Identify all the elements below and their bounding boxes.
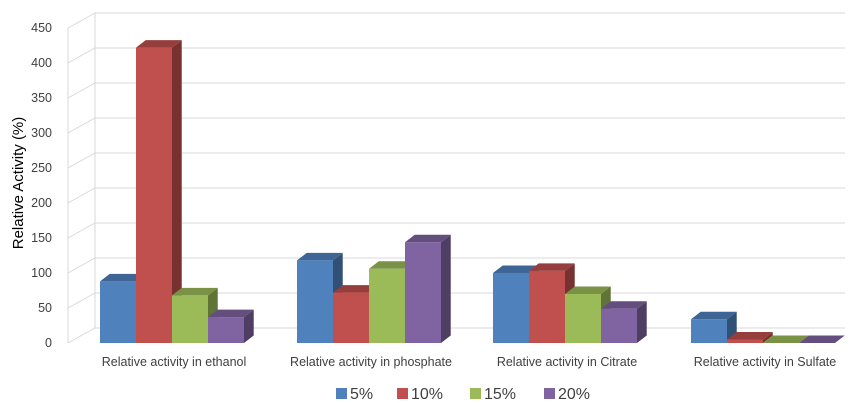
bars [100,40,845,343]
bar-top [727,332,773,340]
legend: 5% 10% 15% 20% [336,386,590,403]
bar-front [208,317,244,343]
legend-item: 5% [336,386,373,403]
gridlines [67,12,845,344]
gridline [67,12,845,29]
x-tick-label: Relative activity in Sulfate [694,355,836,369]
bar-top [799,335,845,343]
bar-side [637,301,647,343]
y-tick-label: 450 [31,21,52,35]
bar-top [208,309,254,318]
bar-top [763,335,809,343]
bar-top [493,265,539,273]
y-tick-label: 350 [31,91,52,105]
legend-item: 15% [470,386,516,403]
bar-top [297,252,343,261]
y-tick-label: 150 [31,231,52,245]
bar-top [601,301,647,309]
bar-front [136,47,172,343]
bar-side [244,309,254,343]
bar-front [493,273,529,343]
y-tick-label: 100 [31,266,52,280]
bar-top [172,287,218,296]
bar [405,234,451,343]
bar-front [369,268,405,343]
bar-front [172,295,208,343]
bar-top [100,273,146,282]
gridline [67,47,845,64]
gridline [67,222,845,239]
bar-front [333,292,369,343]
bar-top [691,311,737,320]
legend-swatch [544,388,555,399]
bar [727,332,773,343]
gridline [67,82,845,99]
gridline [67,187,845,204]
legend-label: 20% [558,386,590,403]
bar-front [565,294,601,343]
bar [763,335,809,343]
bar-front [691,319,727,343]
legend-item: 20% [544,386,590,403]
y-tick-label: 0 [45,336,52,350]
bar [297,252,343,343]
legend-item: 10% [397,386,443,403]
legend-swatch [336,388,347,399]
gridline [67,117,845,134]
bar [601,301,647,343]
bar-top [333,285,379,293]
bar [565,286,611,343]
legend-label: 5% [350,386,373,403]
x-tick-label: Relative activity in phosphate [290,355,452,369]
bar [208,309,254,343]
legend-swatch [470,388,481,399]
bar [136,40,182,343]
y-tick-label: 200 [31,196,52,210]
bar-front [529,270,565,343]
bar-side [172,40,182,343]
bar-front [601,308,637,343]
bar-top [136,40,182,48]
bar-top [405,234,451,243]
bar-side [763,332,773,343]
bar-front [405,242,441,343]
bar [691,311,737,343]
bar-top [369,261,415,269]
bar-front [100,281,136,343]
bar-top [529,263,575,271]
gridline [67,152,845,169]
y-axis: 0 50 100 150 200 250 300 350 400 450 [31,21,52,350]
bar-front [727,339,763,343]
bar-side [441,234,451,343]
x-axis: Relative activity in ethanol Relative act… [102,355,837,369]
bar [799,335,845,343]
gridline [67,257,845,274]
y-tick-label: 50 [38,301,52,315]
bar-front [297,260,333,343]
bar [529,263,575,343]
y-tick-label: 400 [31,56,52,70]
legend-swatch [397,388,408,399]
x-tick-label: Relative activity in ethanol [102,355,247,369]
legend-label: 15% [484,386,516,403]
legend-label: 10% [411,386,443,403]
y-axis-label: Relative Activity (%) [10,117,27,250]
x-tick-label: Relative activity in Citrate [497,355,637,369]
bar-top [565,286,611,294]
y-tick-label: 300 [31,126,52,140]
y-tick-label: 250 [31,161,52,175]
